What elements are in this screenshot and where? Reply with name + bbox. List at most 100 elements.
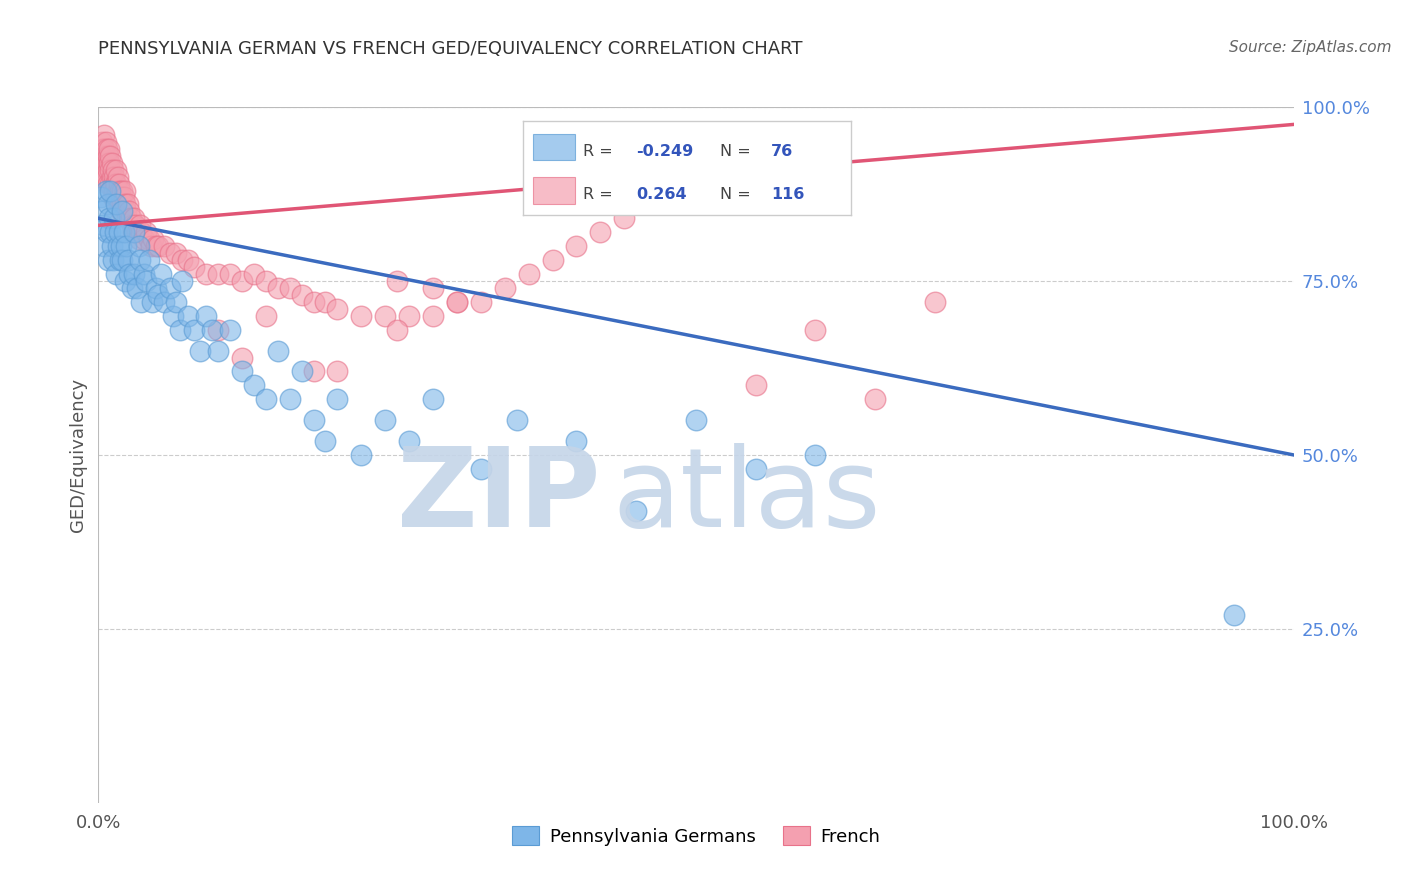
Point bbox=[108, 184, 131, 198]
Point bbox=[446, 294, 468, 309]
Point bbox=[91, 162, 114, 177]
Point bbox=[108, 197, 131, 211]
Point bbox=[115, 211, 138, 226]
Point bbox=[98, 211, 121, 226]
Point bbox=[110, 239, 132, 253]
Point bbox=[139, 239, 162, 253]
Point bbox=[398, 309, 420, 323]
Point bbox=[162, 309, 184, 323]
Point bbox=[219, 323, 242, 337]
Point bbox=[141, 294, 163, 309]
Point bbox=[110, 204, 132, 219]
Point bbox=[118, 267, 141, 281]
Point bbox=[97, 253, 120, 268]
Point bbox=[114, 197, 136, 211]
Point bbox=[142, 232, 165, 246]
Point bbox=[115, 204, 138, 219]
Point bbox=[207, 323, 229, 337]
Point bbox=[1222, 607, 1246, 622]
Point bbox=[745, 378, 768, 392]
Point bbox=[183, 260, 205, 274]
Point bbox=[194, 267, 218, 281]
Point bbox=[107, 184, 129, 198]
Point bbox=[124, 211, 146, 226]
Point bbox=[98, 149, 122, 163]
Point bbox=[470, 462, 492, 476]
Point bbox=[132, 267, 155, 281]
Point bbox=[103, 211, 125, 226]
Point bbox=[131, 225, 153, 239]
Point bbox=[613, 211, 636, 226]
Point bbox=[94, 162, 117, 177]
Point bbox=[98, 225, 122, 239]
Point bbox=[494, 281, 516, 295]
Point bbox=[104, 225, 127, 239]
Point bbox=[685, 169, 707, 184]
Point bbox=[100, 155, 122, 169]
Point bbox=[254, 309, 277, 323]
Point bbox=[326, 364, 349, 378]
Point bbox=[128, 239, 150, 253]
Point bbox=[98, 162, 122, 177]
Point bbox=[565, 434, 588, 448]
Point bbox=[145, 281, 167, 295]
Point bbox=[194, 309, 218, 323]
Point bbox=[385, 323, 409, 337]
Point bbox=[105, 197, 128, 211]
Point bbox=[107, 190, 129, 204]
Point bbox=[117, 197, 139, 211]
Point bbox=[107, 177, 129, 191]
Point bbox=[278, 281, 301, 295]
Point bbox=[243, 267, 266, 281]
Point bbox=[97, 197, 120, 211]
Point bbox=[105, 162, 128, 177]
Point bbox=[89, 142, 111, 156]
Point bbox=[98, 184, 122, 198]
Point bbox=[517, 267, 540, 281]
Point bbox=[589, 225, 612, 239]
Point bbox=[131, 294, 153, 309]
Point bbox=[188, 343, 211, 358]
Point bbox=[132, 232, 155, 246]
Point bbox=[350, 448, 373, 462]
Text: Source: ZipAtlas.com: Source: ZipAtlas.com bbox=[1229, 40, 1392, 55]
Point bbox=[207, 267, 229, 281]
Point bbox=[506, 413, 529, 427]
Point bbox=[103, 184, 125, 198]
Point bbox=[302, 294, 325, 309]
Point bbox=[107, 169, 129, 184]
Point bbox=[129, 219, 152, 233]
Point bbox=[422, 281, 444, 295]
Point bbox=[626, 503, 648, 517]
Point bbox=[101, 162, 124, 177]
Point bbox=[446, 294, 468, 309]
Point bbox=[149, 267, 172, 281]
Point bbox=[129, 253, 152, 268]
Point bbox=[101, 177, 124, 191]
Point bbox=[111, 197, 134, 211]
Point bbox=[565, 239, 588, 253]
Point bbox=[121, 219, 143, 233]
Point bbox=[165, 294, 187, 309]
Point bbox=[97, 149, 120, 163]
Point bbox=[135, 225, 157, 239]
Point bbox=[111, 184, 134, 198]
Point bbox=[91, 219, 114, 233]
Point bbox=[219, 267, 242, 281]
Text: atlas: atlas bbox=[613, 443, 880, 550]
Point bbox=[267, 343, 290, 358]
Point bbox=[97, 162, 120, 177]
Point bbox=[91, 169, 114, 184]
Point bbox=[98, 155, 121, 169]
Point bbox=[96, 169, 118, 184]
Point bbox=[169, 323, 191, 337]
Point bbox=[145, 239, 167, 253]
Point bbox=[183, 323, 205, 337]
Point bbox=[98, 142, 121, 156]
Point bbox=[107, 225, 129, 239]
Point bbox=[267, 281, 290, 295]
Y-axis label: GED/Equivalency: GED/Equivalency bbox=[69, 378, 87, 532]
Point bbox=[924, 294, 946, 309]
Point bbox=[93, 169, 115, 184]
Point bbox=[254, 274, 277, 288]
